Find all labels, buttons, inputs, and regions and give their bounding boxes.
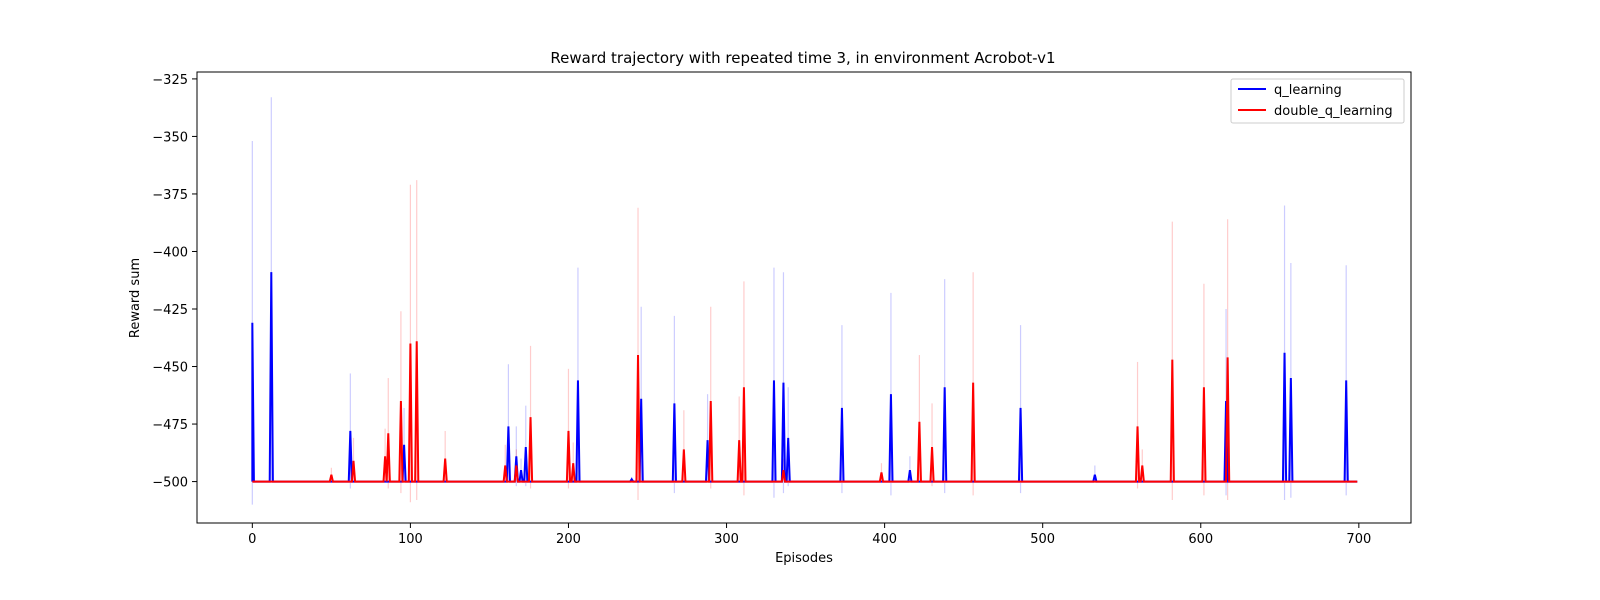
- legend-label-double-q-learning: double_q_learning: [1274, 104, 1393, 119]
- x-tick-label-0: 0: [248, 532, 256, 547]
- x-tick-label-6: 600: [1188, 532, 1213, 547]
- y-axis: −325 −350 −375 −400 −425 −450 −475 −500: [152, 73, 197, 491]
- x-tick-label-1: 100: [398, 532, 423, 547]
- y-tick-label-2: −375: [152, 188, 188, 203]
- x-axis-title: Episodes: [775, 551, 833, 566]
- chart-title: Reward trajectory with repeated time 3, …: [550, 49, 1055, 67]
- series-lines: [251, 272, 1358, 483]
- y-axis-title: Reward sum: [128, 258, 143, 338]
- y-tick-label-7: −500: [152, 476, 188, 491]
- x-tick-label-5: 500: [1030, 532, 1055, 547]
- y-tick-label-3: −400: [152, 245, 188, 260]
- y-tick-label-6: −475: [152, 418, 188, 433]
- legend-box: [1230, 78, 1405, 124]
- y-tick-label-5: −450: [152, 361, 188, 376]
- x-axis: 0 100 200 300 400 500 600 700: [248, 523, 1371, 547]
- plot-frame: [196, 71, 1412, 524]
- x-tick-label-7: 700: [1346, 532, 1371, 547]
- y-tick-label-1: −350: [152, 130, 188, 145]
- legend-label-q-learning: q_learning: [1274, 83, 1342, 98]
- x-tick-label-2: 200: [556, 532, 581, 547]
- y-tick-label-4: −425: [152, 303, 188, 318]
- x-tick-label-4: 400: [872, 532, 897, 547]
- legend: q_learning double_q_learning: [1230, 78, 1405, 124]
- x-tick-label-3: 300: [714, 532, 739, 547]
- y-tick-label-0: −325: [152, 73, 188, 88]
